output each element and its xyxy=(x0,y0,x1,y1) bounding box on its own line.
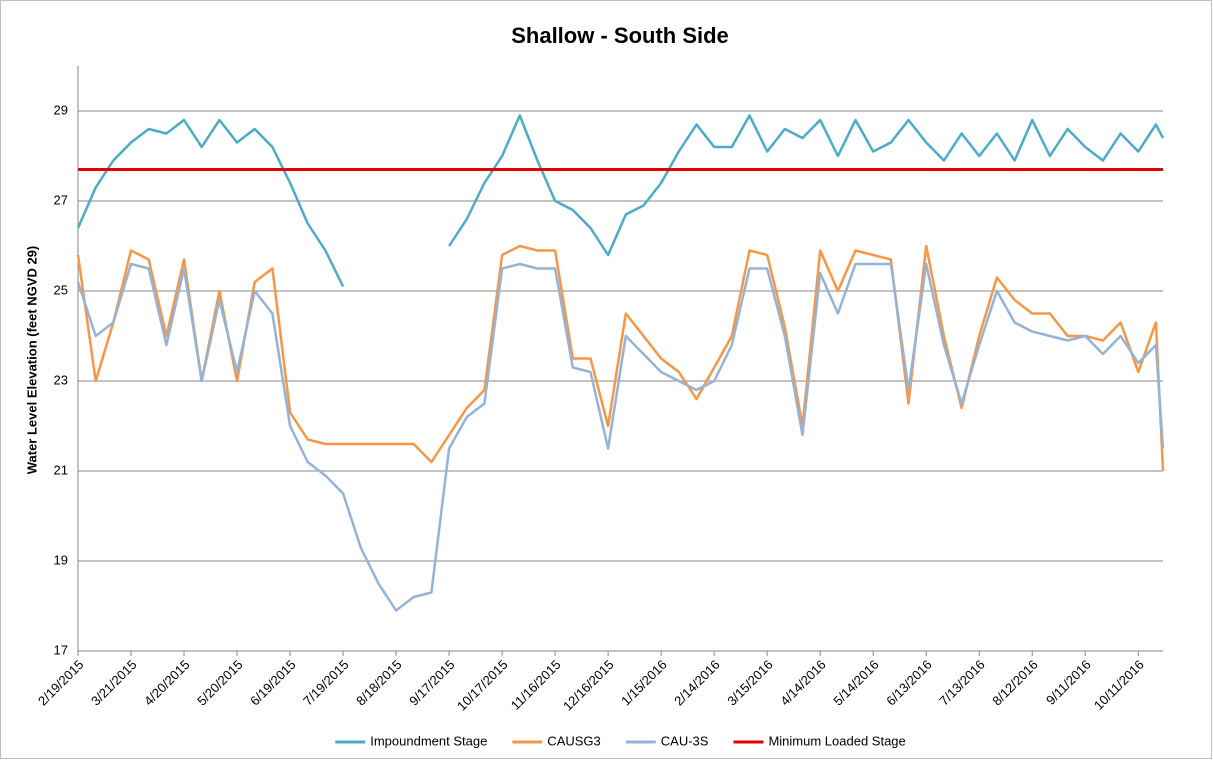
y-tick-label: 17 xyxy=(54,642,68,657)
y-tick-label: 23 xyxy=(54,372,68,387)
y-tick-label: 25 xyxy=(54,282,68,297)
legend-label: Impoundment Stage xyxy=(370,733,487,748)
y-tick-label: 21 xyxy=(54,462,68,477)
series-line xyxy=(76,118,345,288)
series-line xyxy=(448,114,1165,257)
y-tick-label: 19 xyxy=(54,552,68,567)
legend: Impoundment Stage CAUSG3 CAU-3S Minimum Loa… xyxy=(335,733,906,748)
series-line xyxy=(76,262,1165,612)
series-line xyxy=(76,244,1165,472)
legend-label: CAUSG3 xyxy=(547,733,600,748)
y-axis-label: Water Level Elevation (feet NGVD 29) xyxy=(24,246,39,475)
y-tick-label: 27 xyxy=(54,192,68,207)
chart-title: Shallow - South Side xyxy=(511,23,729,48)
legend-label: Minimum Loaded Stage xyxy=(768,733,905,748)
y-tick-label: 29 xyxy=(54,102,68,117)
legend-label: CAU-3S xyxy=(661,733,709,748)
